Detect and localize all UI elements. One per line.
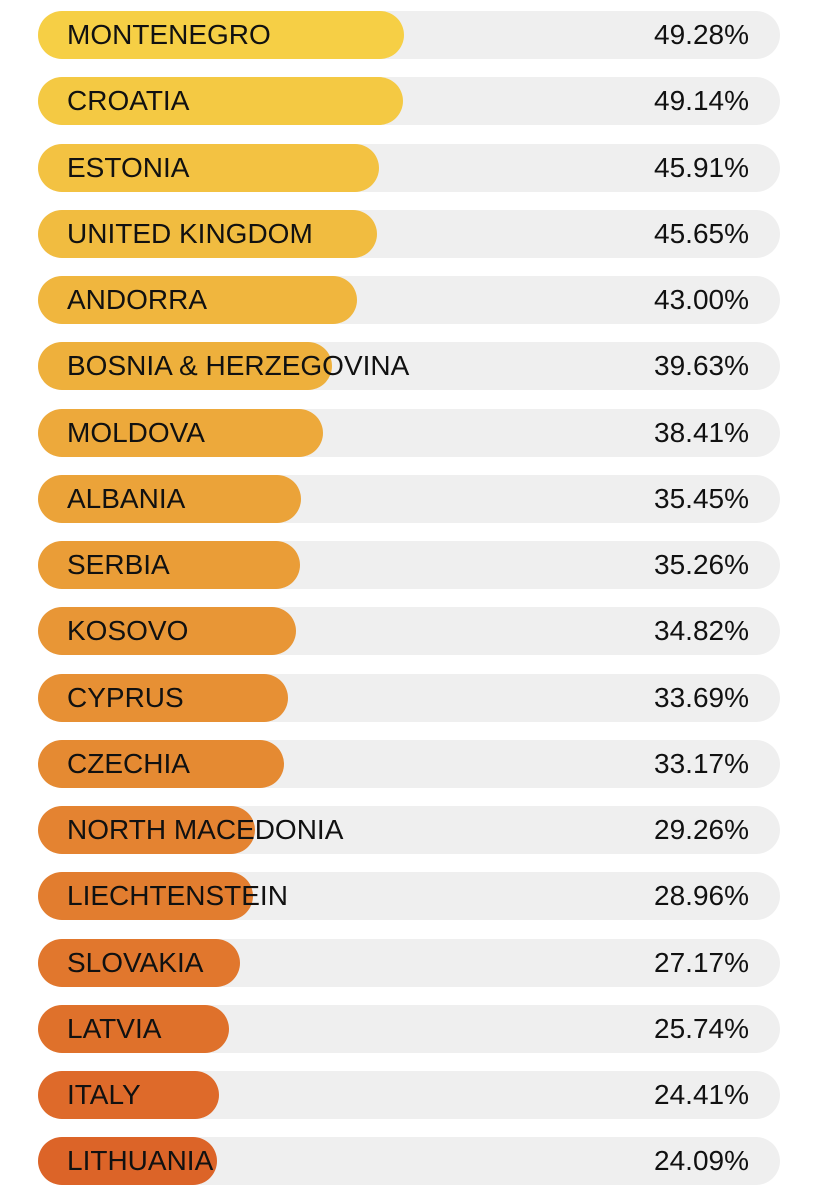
bar-value-label: 24.41% (654, 1079, 749, 1110)
bar (38, 607, 297, 655)
bar-category-label: SLOVAKIA (67, 947, 204, 978)
bar-row: CZECHIA 33.17% (38, 740, 780, 788)
bar (38, 409, 323, 457)
bar (38, 1071, 220, 1119)
bar-value-label: 25.74% (654, 1013, 749, 1044)
bar (38, 77, 403, 125)
bar-value-label: 38.41% (654, 417, 749, 448)
bar-row: LIECHTENSTEIN 28.96% (38, 872, 780, 920)
bar-row: ITALY 24.41% (38, 1071, 780, 1119)
bar-category-label: MONTENEGRO (67, 19, 271, 50)
bar-value-label: 24.09% (654, 1145, 749, 1176)
bar-category-label: UNITED KINGDOM (67, 218, 313, 249)
bar-row: LATVIA 25.74% (38, 1005, 780, 1053)
bar-value-label: 49.14% (654, 85, 749, 116)
bar-value-label: 39.63% (654, 350, 749, 381)
bar-row: ALBANIA 35.45% (38, 475, 780, 523)
bar-category-label: ESTONIA (67, 152, 190, 183)
bar-category-label: KOSOVO (67, 615, 189, 646)
bar (38, 939, 240, 987)
bar-row: KOSOVO 34.82% (38, 607, 780, 655)
bar (38, 342, 333, 390)
bar-category-label: CYPRUS (67, 682, 184, 713)
bar-category-label: LATVIA (67, 1013, 162, 1044)
bar-row: ESTONIA 45.91% (38, 144, 780, 192)
bar-category-label: ITALY (67, 1079, 141, 1110)
bar-row: NORTH MACEDONIA 29.26% (38, 806, 780, 854)
bar-value-label: 43.00% (654, 284, 749, 315)
bar (38, 1005, 229, 1053)
bar-value-label: 49.28% (654, 19, 749, 50)
bar-category-label: LIECHTENSTEIN (67, 880, 288, 911)
bar (38, 541, 300, 589)
bar-category-label: CZECHIA (67, 748, 190, 779)
bar-row: MONTENEGRO 49.28% (38, 11, 780, 59)
bar-value-label: 35.26% (654, 549, 749, 580)
bar (38, 11, 404, 59)
bar-category-label: ALBANIA (67, 483, 186, 514)
bar-row: CYPRUS 33.69% (38, 674, 780, 722)
bar-category-label: NORTH MACEDONIA (67, 814, 344, 845)
bar-category-label: SERBIA (67, 549, 170, 580)
bar-category-label: BOSNIA & HERZEGOVINA (67, 350, 410, 381)
bar-value-label: 34.82% (654, 615, 749, 646)
bar (38, 740, 285, 788)
bar (38, 872, 253, 920)
bar-value-label: 45.91% (654, 152, 749, 183)
bar-row: SERBIA 35.26% (38, 541, 780, 589)
bar-value-label: 27.17% (654, 947, 749, 978)
bar-category-label: ANDORRA (67, 284, 208, 315)
bar-category-label: MOLDOVA (67, 417, 205, 448)
bar-row: BOSNIA & HERZEGOVINA 39.63% (38, 342, 780, 390)
bar-value-label: 35.45% (654, 483, 749, 514)
bar (38, 210, 377, 258)
bar-row: LITHUANIA 24.09% (38, 1137, 780, 1185)
bar-row: SLOVAKIA 27.17% (38, 939, 780, 987)
bar-value-label: 33.69% (654, 682, 749, 713)
bar-category-label: LITHUANIA (67, 1145, 214, 1176)
bar (38, 144, 379, 192)
bar-value-label: 45.65% (654, 218, 749, 249)
bar-value-label: 28.96% (654, 880, 749, 911)
bar (38, 806, 256, 854)
bar-value-label: 33.17% (654, 748, 749, 779)
bar-row: CROATIA 49.14% (38, 77, 780, 125)
bar-row: MOLDOVA 38.41% (38, 409, 780, 457)
bar (38, 475, 302, 523)
bar (38, 1137, 217, 1185)
bar-category-label: CROATIA (67, 85, 190, 116)
bar-value-label: 29.26% (654, 814, 749, 845)
bar-row: ANDORRA 43.00% (38, 276, 780, 324)
bar (38, 276, 358, 324)
bar-row: UNITED KINGDOM 45.65% (38, 210, 780, 258)
bar (38, 674, 288, 722)
